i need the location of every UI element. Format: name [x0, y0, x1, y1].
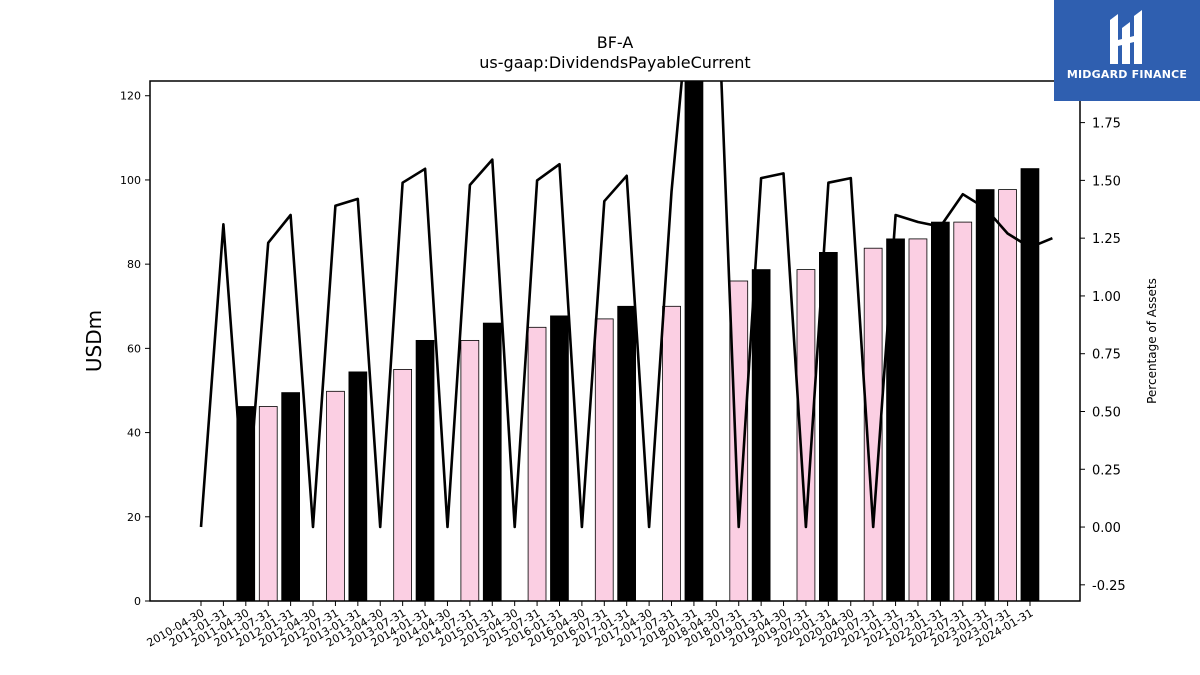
y-axis-label: USDm: [82, 310, 106, 372]
bar: [751, 269, 771, 601]
bar: [258, 406, 278, 601]
bar: [886, 238, 905, 601]
y-tick-label: 40: [127, 427, 141, 440]
bar: [482, 322, 502, 601]
y-tick-label: 0: [134, 595, 141, 608]
bars-layer: [236, 81, 1040, 601]
bar: [998, 189, 1017, 601]
y-tick-label: 60: [127, 342, 141, 355]
bar: [460, 339, 480, 601]
y2-tick-label: 1.25: [1092, 232, 1121, 247]
bar: [684, 81, 704, 601]
y2-tick-label: -0.25: [1092, 579, 1126, 594]
chart-subtitle: us-gaap:DividendsPayableCurrent: [479, 53, 750, 72]
midgard-logo-icon: [1110, 10, 1142, 64]
plot-frame: [149, 80, 1081, 602]
midgard-finance-logo: MIDGARD FINANCE: [1054, 0, 1200, 101]
bar: [415, 339, 435, 601]
y-tick-label: 120: [120, 90, 141, 103]
y-tick-label: 100: [120, 174, 141, 187]
bar: [975, 189, 995, 601]
bar: [796, 269, 816, 601]
y2-tick-label: 0.00: [1092, 521, 1121, 536]
bar: [550, 315, 569, 601]
y-tick-label: 20: [127, 511, 141, 524]
logo-text: MIDGARD FINANCE: [1066, 68, 1188, 81]
y2-tick-label: 1.50: [1092, 174, 1121, 189]
y2-tick-label: 0.25: [1092, 463, 1121, 478]
bar: [617, 305, 637, 601]
bar: [527, 326, 547, 601]
bar: [819, 251, 838, 601]
chart-title: BF-A: [597, 33, 634, 52]
series-line: [199, 81, 1053, 529]
bar: [953, 221, 973, 601]
bar: [908, 238, 928, 601]
line-layer: [199, 81, 1053, 529]
bar: [326, 390, 345, 601]
y2-tick-label: 0.50: [1092, 405, 1121, 420]
bar: [662, 305, 681, 601]
y2-tick-label: 1.75: [1092, 117, 1121, 132]
bar: [281, 392, 301, 601]
bar: [393, 368, 413, 601]
bar: [931, 221, 950, 601]
y2-tick-label: 1.00: [1092, 290, 1121, 305]
y2-axis-label: Percentage of Assets: [1145, 278, 1159, 404]
axes-layer: 0 20 40 60 80 100 120 -0.25 0.00 0.25 0.50 0.75 1.00…: [120, 80, 1126, 650]
bar: [348, 371, 368, 601]
bar: [729, 280, 749, 601]
bar: [1020, 168, 1040, 601]
y2-tick-label: 0.75: [1092, 348, 1121, 363]
bar: [594, 318, 614, 601]
y-tick-label: 80: [127, 258, 141, 271]
